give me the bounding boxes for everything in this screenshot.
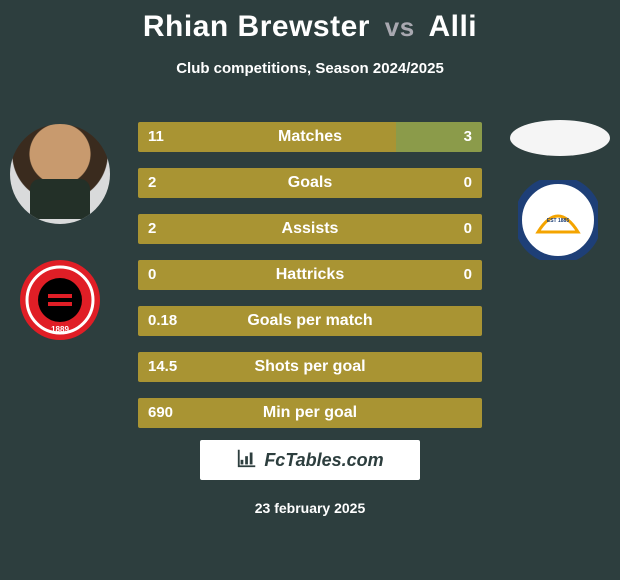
stat-value-left: 2 [148, 168, 156, 198]
stat-value-left: 14.5 [148, 352, 177, 382]
stat-value-left: 690 [148, 398, 173, 428]
stat-value-right: 3 [464, 122, 472, 152]
watermark-text: FcTables.com [264, 450, 383, 471]
stat-row: Goals per match0.18 [138, 306, 482, 336]
stat-value-left: 0 [148, 260, 156, 290]
stat-label: Min per goal [138, 398, 482, 428]
svg-text:EST 1885: EST 1885 [547, 218, 569, 224]
stat-label: Assists [138, 214, 482, 244]
player2-club-crest: LUTON TOWN FOOTBALL CLUB EST 1885 [518, 180, 598, 260]
title-player1: Rhian Brewster [143, 10, 370, 43]
player1-club-crest: 1889 [20, 260, 100, 340]
comparison-title: Rhian Brewster vs Alli [0, 0, 620, 44]
stat-value-right: 0 [464, 168, 472, 198]
stat-value-right: 0 [464, 260, 472, 290]
chart-icon [236, 447, 258, 474]
stat-value-left: 11 [148, 122, 164, 152]
stat-row: Shots per goal14.5 [138, 352, 482, 382]
stat-label: Goals [138, 168, 482, 198]
stat-row: Goals2 0 [138, 168, 482, 198]
player1-avatar [10, 124, 110, 224]
stat-value-left: 2 [148, 214, 156, 244]
stat-value-left: 0.18 [148, 306, 177, 336]
stat-row: Assists2 0 [138, 214, 482, 244]
title-vs: vs [385, 12, 415, 42]
date: 23 february 2025 [0, 500, 620, 516]
svg-text:1889: 1889 [51, 325, 69, 334]
stat-row: Min per goal690 [138, 398, 482, 428]
stat-row: Hattricks0 0 [138, 260, 482, 290]
title-player2: Alli [428, 10, 477, 43]
stat-label: Matches [138, 122, 482, 152]
stat-label: Goals per match [138, 306, 482, 336]
stat-label: Hattricks [138, 260, 482, 290]
stat-value-right: 0 [464, 214, 472, 244]
subtitle: Club competitions, Season 2024/2025 [0, 60, 620, 77]
player2-avatar [510, 120, 610, 156]
stat-label: Shots per goal [138, 352, 482, 382]
stat-row: Matches11 3 [138, 122, 482, 152]
stat-bars: Matches113Goals20Assists20Hattricks00Goa… [138, 122, 482, 444]
watermark: FcTables.com [200, 440, 420, 480]
